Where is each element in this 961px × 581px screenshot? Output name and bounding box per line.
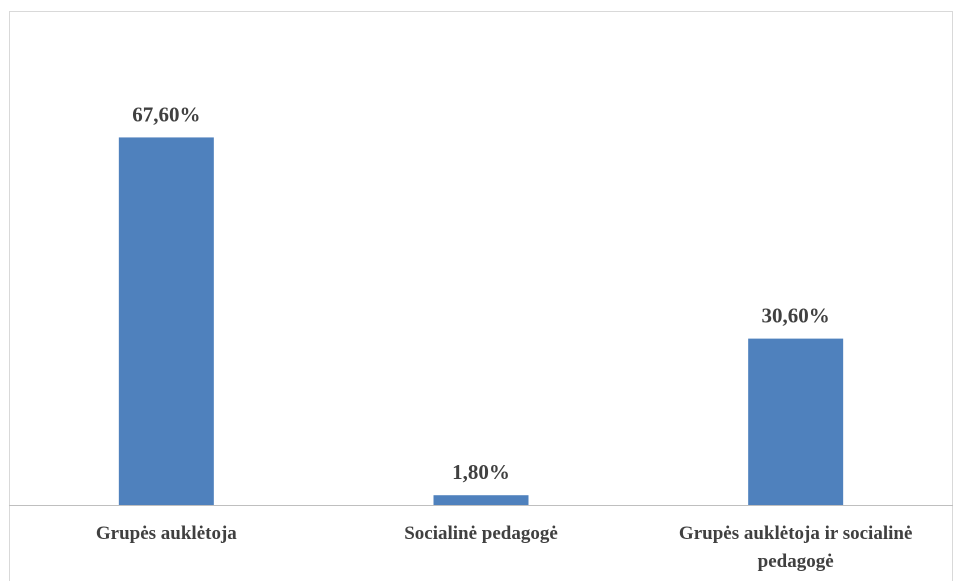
- category-label-line: Grupės auklėtoja: [96, 523, 237, 544]
- category-labels-group: Grupės auklėtoja Socialinė pedagogė Grupės…: [96, 523, 913, 572]
- bar-1: [118, 137, 214, 506]
- category-label-1: Grupės auklėtoja: [96, 523, 237, 544]
- bars-group: [118, 137, 844, 506]
- data-label-2: 1,80%: [452, 460, 510, 484]
- bar-2: [433, 495, 529, 505]
- category-label-line: pedagogė: [758, 551, 834, 572]
- category-label-2: Socialinė pedagogė: [404, 523, 558, 544]
- data-label-1: 67,60%: [132, 102, 200, 126]
- category-label-line: Grupės auklėtoja ir socialinė: [679, 523, 912, 544]
- category-label-3: Grupės auklėtoja ir socialinė pedagogė: [679, 523, 912, 572]
- bar-3: [748, 338, 844, 505]
- data-labels-group: 67,60% 1,80% 30,60%: [132, 102, 830, 484]
- data-label-3: 30,60%: [762, 304, 830, 328]
- category-label-line: Socialinė pedagogė: [404, 523, 558, 544]
